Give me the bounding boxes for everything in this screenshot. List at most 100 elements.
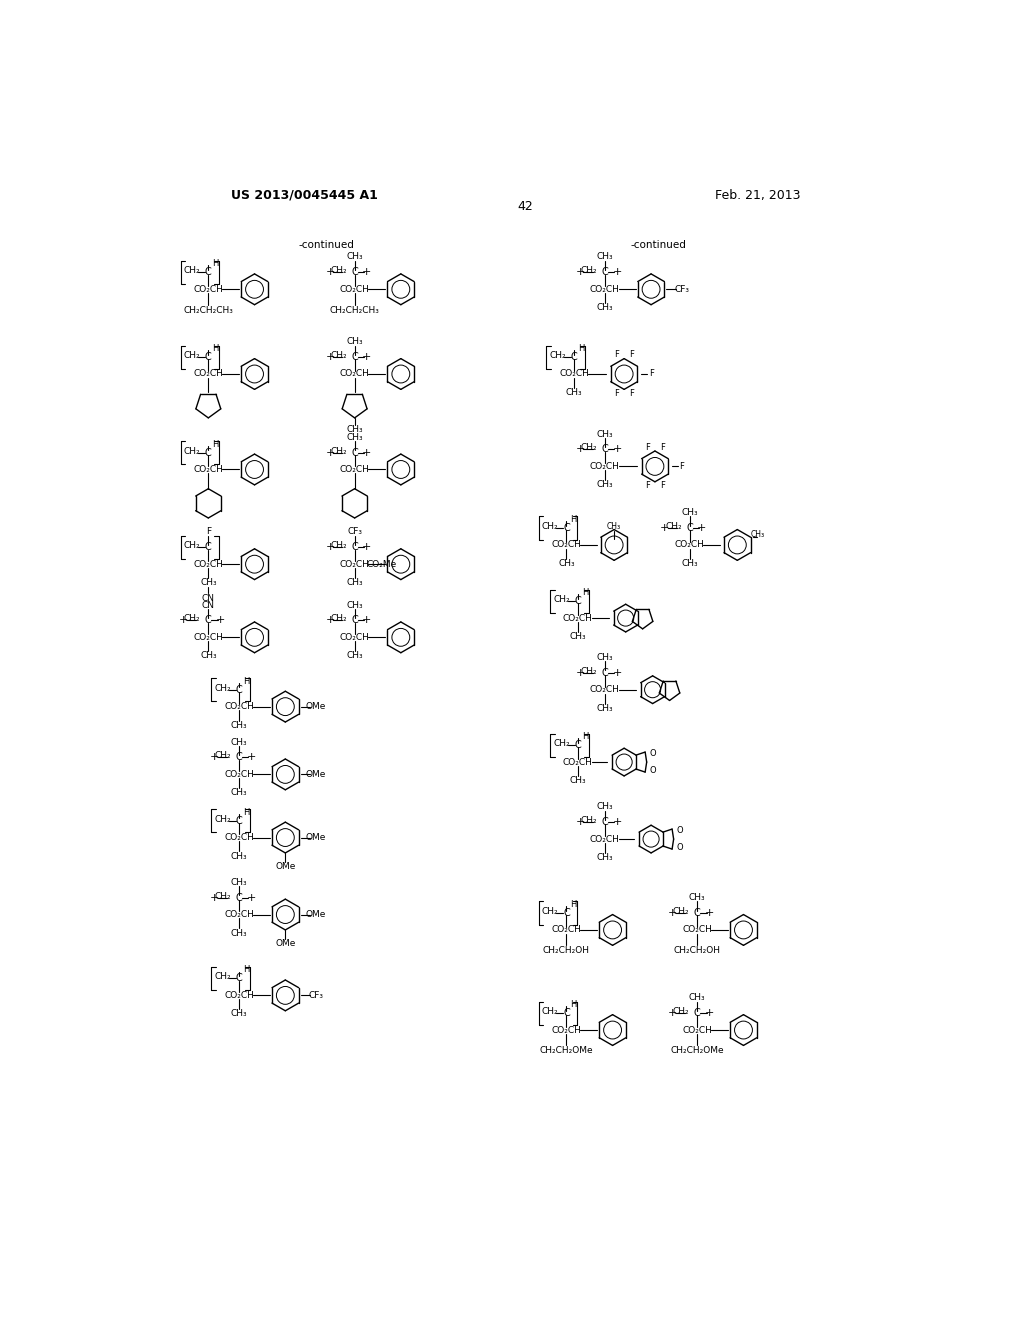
Text: H: H bbox=[243, 965, 249, 974]
Text: F: F bbox=[206, 528, 211, 536]
Text: CH₃: CH₃ bbox=[230, 851, 248, 861]
Text: +: + bbox=[575, 445, 585, 454]
Text: CO₂CH: CO₂CH bbox=[194, 632, 223, 642]
Text: CH₃: CH₃ bbox=[230, 721, 248, 730]
Text: CO₂CH: CO₂CH bbox=[552, 1026, 582, 1035]
Text: +: + bbox=[660, 523, 670, 533]
Text: F: F bbox=[660, 482, 665, 490]
Text: C: C bbox=[601, 817, 608, 828]
Text: CH₃: CH₃ bbox=[681, 508, 698, 517]
Text: CH₂CH₂CH₃: CH₂CH₂CH₃ bbox=[330, 306, 380, 314]
Text: CH₃: CH₃ bbox=[346, 425, 362, 434]
Text: H: H bbox=[582, 733, 588, 741]
Text: H: H bbox=[212, 260, 218, 268]
Text: C: C bbox=[205, 615, 212, 626]
Text: CH₃: CH₃ bbox=[597, 304, 613, 313]
Text: C: C bbox=[563, 908, 569, 917]
Text: +: + bbox=[326, 352, 335, 362]
Text: C: C bbox=[236, 816, 243, 825]
Text: CH₂: CH₂ bbox=[550, 351, 566, 360]
Text: CO₂CH: CO₂CH bbox=[340, 465, 370, 474]
Text: CH₃: CH₃ bbox=[566, 388, 583, 397]
Text: CO₂CH: CO₂CH bbox=[590, 462, 620, 471]
Text: C: C bbox=[351, 352, 358, 362]
Text: CO₂CH: CO₂CH bbox=[340, 632, 370, 642]
Text: CH₃: CH₃ bbox=[597, 429, 613, 438]
Text: +: + bbox=[247, 752, 256, 763]
Text: C: C bbox=[236, 685, 243, 694]
Text: CH₃: CH₃ bbox=[230, 788, 248, 797]
Text: +: + bbox=[247, 892, 256, 903]
Text: C: C bbox=[351, 615, 358, 626]
Text: CO₂CH: CO₂CH bbox=[590, 285, 620, 294]
Text: +: + bbox=[612, 668, 622, 677]
Text: CO₂CH: CO₂CH bbox=[590, 834, 620, 843]
Text: +: + bbox=[362, 268, 372, 277]
Text: CH₂: CH₂ bbox=[553, 595, 570, 605]
Text: CO₂CH: CO₂CH bbox=[682, 925, 713, 935]
Text: F: F bbox=[680, 462, 684, 471]
Text: CN: CN bbox=[202, 601, 215, 610]
Text: CH₃: CH₃ bbox=[346, 252, 362, 261]
Text: C: C bbox=[694, 908, 700, 917]
Text: C: C bbox=[601, 668, 608, 677]
Text: C: C bbox=[686, 523, 693, 533]
Text: F: F bbox=[630, 389, 634, 397]
Text: CO₂CH: CO₂CH bbox=[552, 925, 582, 935]
Text: O: O bbox=[677, 843, 683, 851]
Text: CH₂CH₂OH: CH₂CH₂OH bbox=[543, 946, 590, 956]
Text: US 2013/0045445 A1: US 2013/0045445 A1 bbox=[230, 189, 378, 202]
Text: CH₂: CH₂ bbox=[542, 521, 558, 531]
Text: CO₂CH: CO₂CH bbox=[224, 909, 254, 919]
Text: H: H bbox=[570, 1001, 577, 1008]
Text: CO₂CH: CO₂CH bbox=[590, 685, 620, 694]
Text: H: H bbox=[243, 677, 249, 685]
Text: CH₃: CH₃ bbox=[200, 578, 217, 587]
Text: +: + bbox=[575, 268, 585, 277]
Text: CH₂: CH₂ bbox=[215, 751, 231, 760]
Text: CH₃: CH₃ bbox=[689, 894, 706, 902]
Text: C: C bbox=[351, 447, 358, 458]
Text: +: + bbox=[705, 908, 715, 917]
Text: C: C bbox=[236, 973, 243, 983]
Text: CH₃: CH₃ bbox=[597, 480, 613, 490]
Text: CH₂: CH₂ bbox=[184, 541, 201, 550]
Text: CH₃: CH₃ bbox=[346, 601, 362, 610]
Text: CH₂: CH₂ bbox=[673, 907, 689, 916]
Text: C: C bbox=[694, 1008, 700, 1018]
Text: CH₃: CH₃ bbox=[569, 776, 587, 785]
Text: CH₂: CH₂ bbox=[330, 446, 347, 455]
Text: -continued: -continued bbox=[630, 240, 686, 249]
Text: CH₃: CH₃ bbox=[558, 558, 574, 568]
Text: O: O bbox=[677, 826, 683, 836]
Text: C: C bbox=[563, 523, 569, 533]
Text: F: F bbox=[614, 389, 618, 397]
Text: +: + bbox=[326, 543, 335, 552]
Text: OMe: OMe bbox=[306, 702, 327, 711]
Text: CH₃: CH₃ bbox=[597, 803, 613, 812]
Text: CF₃: CF₃ bbox=[675, 285, 689, 294]
Text: C: C bbox=[236, 892, 243, 903]
Text: CO₂CH: CO₂CH bbox=[224, 991, 254, 999]
Text: +: + bbox=[705, 1008, 715, 1018]
Text: CO₂CH: CO₂CH bbox=[224, 770, 254, 779]
Text: CO₂CH: CO₂CH bbox=[340, 370, 370, 379]
Text: CH₂: CH₂ bbox=[184, 614, 201, 623]
Text: CH₃: CH₃ bbox=[230, 928, 248, 937]
Text: H: H bbox=[582, 589, 588, 597]
Text: CN: CN bbox=[202, 594, 215, 602]
Text: C: C bbox=[601, 445, 608, 454]
Text: CH₂CH₂CH₃: CH₂CH₂CH₃ bbox=[183, 306, 233, 314]
Text: Feb. 21, 2013: Feb. 21, 2013 bbox=[715, 189, 801, 202]
Text: +: + bbox=[326, 447, 335, 458]
Text: CH₃: CH₃ bbox=[607, 521, 622, 531]
Text: C: C bbox=[205, 543, 212, 552]
Text: CO₂CH: CO₂CH bbox=[563, 758, 593, 767]
Text: +: + bbox=[612, 817, 622, 828]
Text: CO₂CH: CO₂CH bbox=[340, 560, 370, 569]
Text: C: C bbox=[205, 352, 212, 362]
Text: F: F bbox=[645, 482, 649, 490]
Text: +: + bbox=[210, 892, 219, 903]
Text: CH₃: CH₃ bbox=[597, 853, 613, 862]
Text: OMe: OMe bbox=[306, 909, 327, 919]
